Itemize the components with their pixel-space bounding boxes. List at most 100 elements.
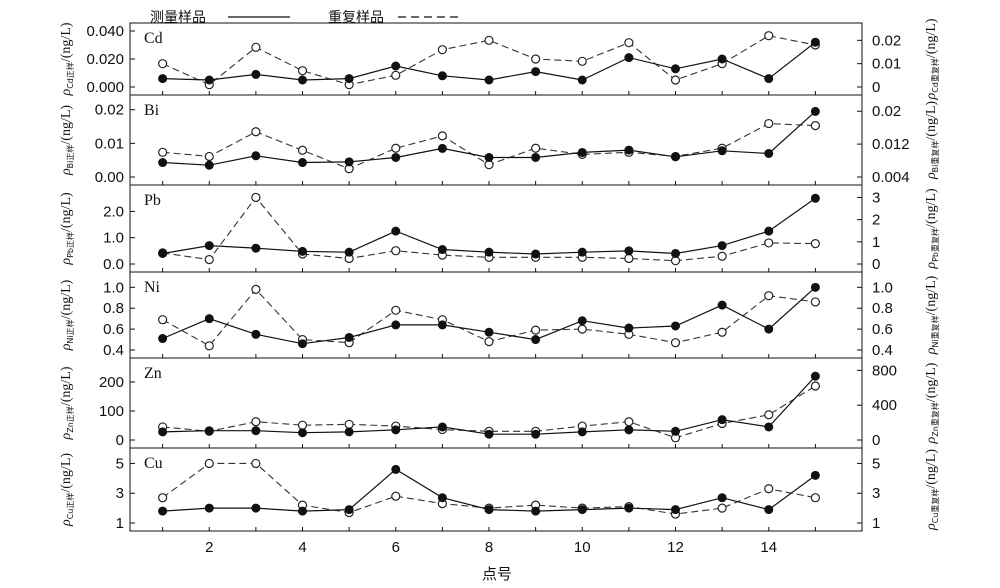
repeat-point [158,147,168,157]
measured-point [717,146,727,156]
panel-frame [129,447,863,532]
repeat-point [251,284,261,295]
panel-element-label: Pb [144,192,161,209]
right-tick-label: 1.0 [872,279,893,296]
measured-point [437,320,447,330]
measured-point [671,64,681,74]
measured-point [251,69,261,79]
measured-point [577,316,587,326]
measured-point [531,249,541,259]
repeat-point [297,420,308,430]
measured-point [624,503,634,513]
repeat-series-line [162,385,816,439]
repeat-point [764,291,774,301]
left-tick-label: 0.01 [95,135,124,152]
left-tick-label: 100 [99,403,124,420]
measured-point [577,247,587,257]
repeat-point [391,305,401,315]
measured-point [764,505,774,515]
measured-point [810,37,820,47]
right-axis-label: ρZn重复样/(ng/L) [924,362,940,444]
repeat-point [484,337,494,347]
measured-point [810,106,820,116]
panels: Cd0.0000.0200.04000.010.02ρCd正样/(ng/L)ρC… [59,18,940,532]
repeat-point [204,151,214,162]
repeat-point [810,381,820,391]
panel-bi: Bi 0.00 0.01 0.02 0.004 0.012 0.02 ρBi正样/(ng/L)… [59,94,940,186]
panel-element-label: Cd [144,30,163,47]
measured-point [298,75,308,85]
measured-point [391,226,401,236]
measured-point [298,246,308,256]
repeat-point [391,143,401,153]
repeat-point [204,458,214,469]
measured-point [344,332,354,342]
legend-measured-label: 测量样品 [150,10,206,26]
left-tick-label: 1 [116,515,124,532]
left-tick-label: 3 [116,485,124,502]
repeat-point [764,118,774,129]
x-tick-label: 6 [392,539,400,556]
measured-point [344,74,354,84]
measured-point [671,248,681,258]
repeat-point [531,54,541,64]
measured-point [671,505,681,515]
right-tick-label: 0.6 [872,321,893,338]
repeat-point [251,417,261,427]
measured-point [484,327,494,337]
measured-point [298,506,308,516]
measured-point [717,415,727,425]
repeat-point [670,338,681,348]
panel-frame [129,184,863,273]
repeat-point [577,56,587,66]
measured-point [671,152,681,162]
measured-point [764,422,774,432]
measured-point [484,505,494,515]
repeat-point [624,38,634,48]
measured-point [437,493,447,503]
left-tick-label: 0.6 [103,321,124,338]
measured-point [764,226,774,236]
repeat-point [577,324,587,334]
repeat-point [717,503,727,513]
measured-point [624,425,634,435]
measured-point [251,329,261,339]
measured-point [531,506,541,516]
left-tick-label: 0.00 [95,169,124,186]
measured-point [484,75,494,85]
repeat-point [251,127,261,137]
measured-point [484,429,494,439]
measured-point [810,282,820,292]
measured-point [810,371,820,381]
measured-point [204,314,214,324]
measured-point [391,61,401,71]
right-tick-label: 0.02 [872,32,901,49]
right-axis-label: ρBi重复样/(ng/L) [924,101,940,180]
measured-point [484,247,494,257]
right-tick-label: 0 [872,79,880,96]
right-tick-label: 3 [872,485,880,502]
measured-point [717,54,727,64]
left-tick-label: 0.8 [103,300,124,317]
panel-pb: Pb 0.0 1.0 2.0 0 1 2 3 ρPb正样/(ng/L) ρPb重复样/(ng/L) [59,184,940,273]
repeat-point [531,143,541,153]
left-tick-label: 1.0 [103,279,124,296]
x-tick-label: 14 [760,539,777,556]
measured-point [204,160,214,170]
right-tick-label: 1 [872,234,880,251]
measured-point [531,335,541,345]
measured-point [158,427,168,437]
panel-zn: Zn 0 100 200 0 400 800 ρZn正样/(ng/L) ρZn重复样/(ng/L… [59,357,940,449]
measured-point [204,503,214,513]
measured-point [437,245,447,255]
panel-cd: Cd 0.000 0.020 0.040 0 0.01 0.02 ρCd正样/(ng/L) ρC… [59,18,940,100]
measured-point [298,158,308,168]
measured-point [577,427,587,437]
measured-point [158,506,168,516]
measured-series-line [162,375,816,435]
repeat-point [810,297,820,307]
repeat-point [204,254,214,265]
x-tick-label: 8 [485,539,493,556]
repeat-point [484,35,494,45]
